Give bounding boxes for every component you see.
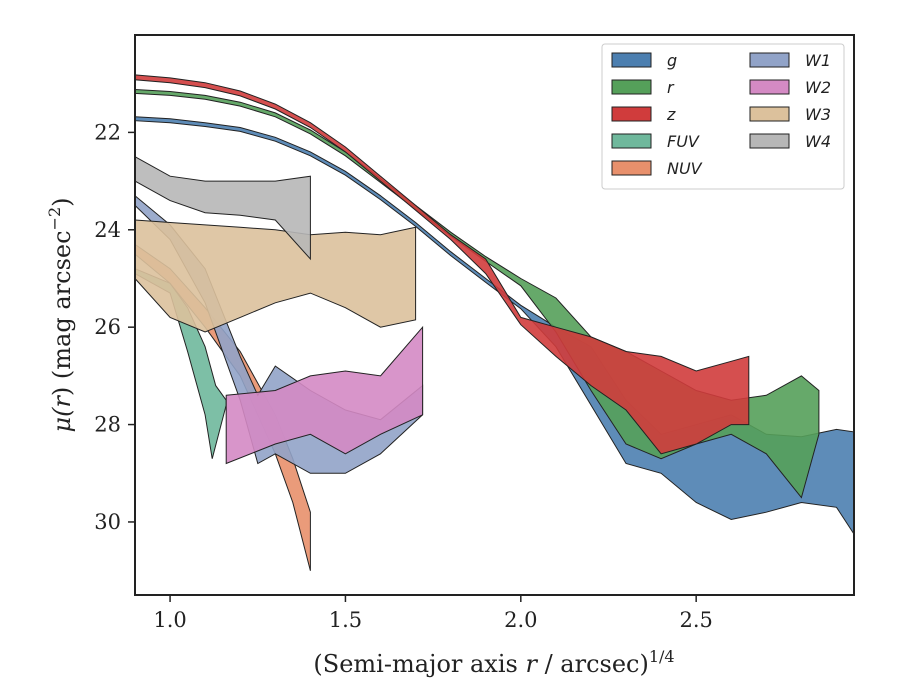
- y-tick-label: 28: [94, 413, 121, 437]
- series-layer: [134, 74, 855, 571]
- y-axis: 22 24 26 28 30: [94, 120, 135, 534]
- legend-label-w3: W3: [805, 105, 831, 124]
- legend-label-r: r: [667, 78, 675, 97]
- plot-frame: [134, 34, 855, 596]
- y-tick-label: 26: [94, 315, 121, 339]
- legend-swatch-w2: [749, 79, 790, 95]
- legend-swatch-fuv: [611, 133, 652, 149]
- y-tick-label: 24: [94, 218, 121, 242]
- legend-swatch-w4: [749, 133, 790, 149]
- x-tick-label: 2.0: [504, 608, 537, 632]
- legend-swatch-nuv: [611, 160, 652, 176]
- series-band-z: [134, 74, 750, 455]
- x-tick-label: 2.5: [679, 608, 712, 632]
- legend-label-w1: W1: [805, 51, 831, 70]
- legend-swatch-z: [611, 106, 652, 122]
- y-tick-label: 22: [94, 120, 121, 144]
- y-axis-label: μ(r) (mag arcsec−2): [45, 197, 76, 432]
- x-axis-label: (Semi-major axis r / arcsec)1/4: [313, 647, 674, 678]
- legend-swatch-g: [611, 52, 652, 68]
- y-tick-label: 30: [94, 510, 121, 534]
- x-axis: 1.0 1.5 2.0 2.5: [153, 595, 713, 632]
- legend-label-w2: W2: [805, 78, 831, 97]
- legend-label-z: z: [666, 105, 676, 124]
- legend-swatch-r: [611, 79, 652, 95]
- legend-label-nuv: NUV: [667, 159, 703, 178]
- legend-swatch-w1: [749, 52, 790, 68]
- series-band-w3: [134, 219, 417, 333]
- legend-label-g: g: [667, 51, 677, 70]
- series-band-w4: [134, 155, 311, 261]
- series-band-w2: [225, 325, 424, 465]
- legend-label-w4: W4: [805, 132, 831, 151]
- x-tick-label: 1.0: [153, 608, 186, 632]
- legend-swatch-w3: [749, 106, 790, 122]
- legend-label-fuv: FUV: [667, 132, 700, 151]
- legend: grz FUV NUV W1 W2 W3 W4: [601, 43, 845, 190]
- x-tick-label: 1.5: [329, 608, 362, 632]
